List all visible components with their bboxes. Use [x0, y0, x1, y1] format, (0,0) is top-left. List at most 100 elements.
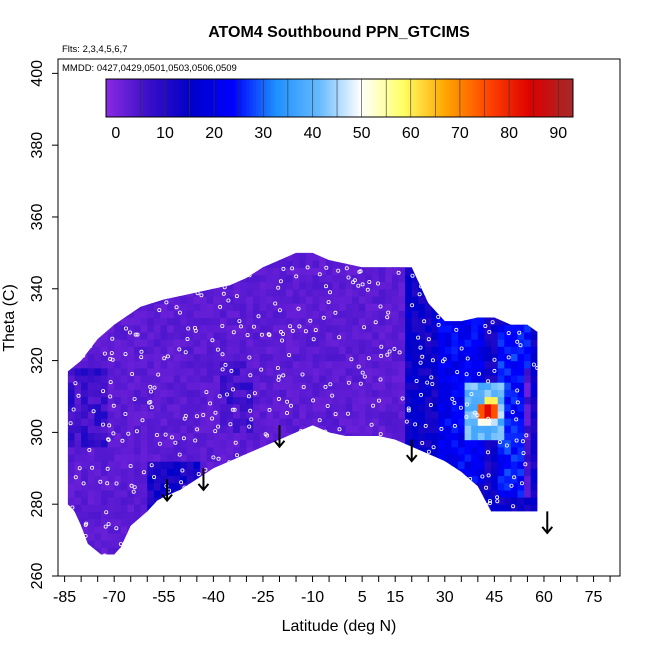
heat-cell [464, 360, 472, 369]
heat-cell [74, 403, 82, 412]
heat-cell [173, 252, 181, 254]
heat-cell [398, 252, 406, 261]
sample-circle [297, 324, 302, 329]
heat-cell [200, 374, 208, 383]
heat-cell [279, 389, 287, 398]
heat-cell [332, 260, 340, 268]
heat-cell [345, 532, 353, 541]
heat-cell [134, 475, 142, 484]
heat-cell [87, 339, 95, 347]
heat-cell [193, 288, 201, 297]
colorbar-swatch [307, 79, 311, 117]
heat-cell [226, 525, 234, 534]
sample-circle [356, 283, 361, 288]
heat-cell [67, 403, 69, 412]
heat-cell [411, 296, 419, 304]
heat-cell [81, 461, 89, 469]
heat-cell [332, 331, 340, 340]
heat-cell [107, 296, 115, 304]
sample-circle [266, 538, 271, 543]
heat-cell [87, 439, 95, 448]
heat-cell [372, 547, 380, 555]
sample-circle [181, 436, 186, 441]
heat-cell [286, 274, 294, 283]
heat-cell [345, 331, 353, 340]
heat-cell [272, 403, 281, 412]
heat-cell [226, 432, 234, 441]
heat-cell [127, 331, 135, 340]
sample-circle [338, 526, 343, 531]
sample-circle [76, 393, 81, 398]
sample-circle [450, 301, 455, 306]
heat-cell [431, 396, 439, 405]
heat-cell [365, 346, 373, 354]
heat-cell [305, 317, 314, 326]
heat-cell [365, 396, 373, 405]
heat-cell [193, 252, 201, 254]
heat-cell [299, 331, 307, 340]
colorbar-swatch [398, 79, 402, 117]
sample-circle [376, 398, 381, 403]
heat-cell [385, 410, 393, 419]
heat-cell [127, 374, 135, 383]
heat-cell [339, 296, 347, 304]
heat-cell [206, 252, 214, 254]
heat-cell [385, 518, 393, 527]
heat-cell [173, 281, 181, 290]
heat-cell [160, 432, 168, 441]
heat-cell [358, 389, 366, 398]
heat-cell [305, 403, 314, 412]
heat-cell [299, 410, 307, 419]
heat-cell [391, 310, 400, 319]
heat-cell [312, 260, 320, 268]
sample-circle [509, 483, 514, 488]
heat-cell [537, 346, 538, 354]
heat-cell [325, 324, 333, 333]
heat-cell [345, 346, 353, 354]
sample-circle [133, 332, 138, 337]
sample-circle [76, 325, 81, 330]
heat-cell [200, 504, 208, 512]
sample-circle [92, 275, 97, 280]
sample-circle [296, 534, 301, 539]
heat-cell [94, 396, 102, 405]
heat-cell [345, 296, 353, 304]
heat-cell [200, 396, 208, 405]
heat-cell [134, 468, 142, 477]
heat-cell [114, 281, 122, 290]
heat-cell [233, 303, 241, 311]
heat-cell [497, 540, 505, 548]
heat-cell [471, 267, 479, 275]
heat-cell [305, 497, 314, 505]
sample-circle [321, 315, 326, 320]
heat-cell [497, 432, 505, 441]
heat-cell [411, 418, 419, 426]
heat-cell [246, 504, 254, 512]
heat-cell [193, 396, 201, 405]
heat-cell [140, 525, 148, 534]
heat-cell [180, 511, 188, 520]
colorbar-swatch [179, 79, 183, 117]
heat-cell [325, 403, 333, 412]
heat-cell [530, 353, 538, 362]
heat-cell [226, 497, 234, 505]
heat-cell [233, 339, 241, 347]
heat-cell [213, 267, 221, 275]
heat-cell [477, 267, 485, 275]
heat-cell [319, 360, 327, 369]
heat-cell [107, 367, 115, 376]
heat-cell [405, 511, 413, 520]
sample-circle [126, 431, 131, 436]
heat-cell [530, 432, 538, 441]
colorbar-swatch [376, 79, 380, 117]
sample-circle [216, 424, 221, 429]
heat-cell [259, 482, 267, 491]
heat-cell [193, 324, 201, 333]
heat-cell [517, 367, 525, 376]
heat-cell [114, 396, 122, 405]
heat-cell [74, 511, 82, 520]
heat-cell [398, 482, 406, 491]
heat-cell [180, 267, 188, 275]
heat-cell [431, 252, 439, 254]
heat-cell [101, 518, 109, 527]
